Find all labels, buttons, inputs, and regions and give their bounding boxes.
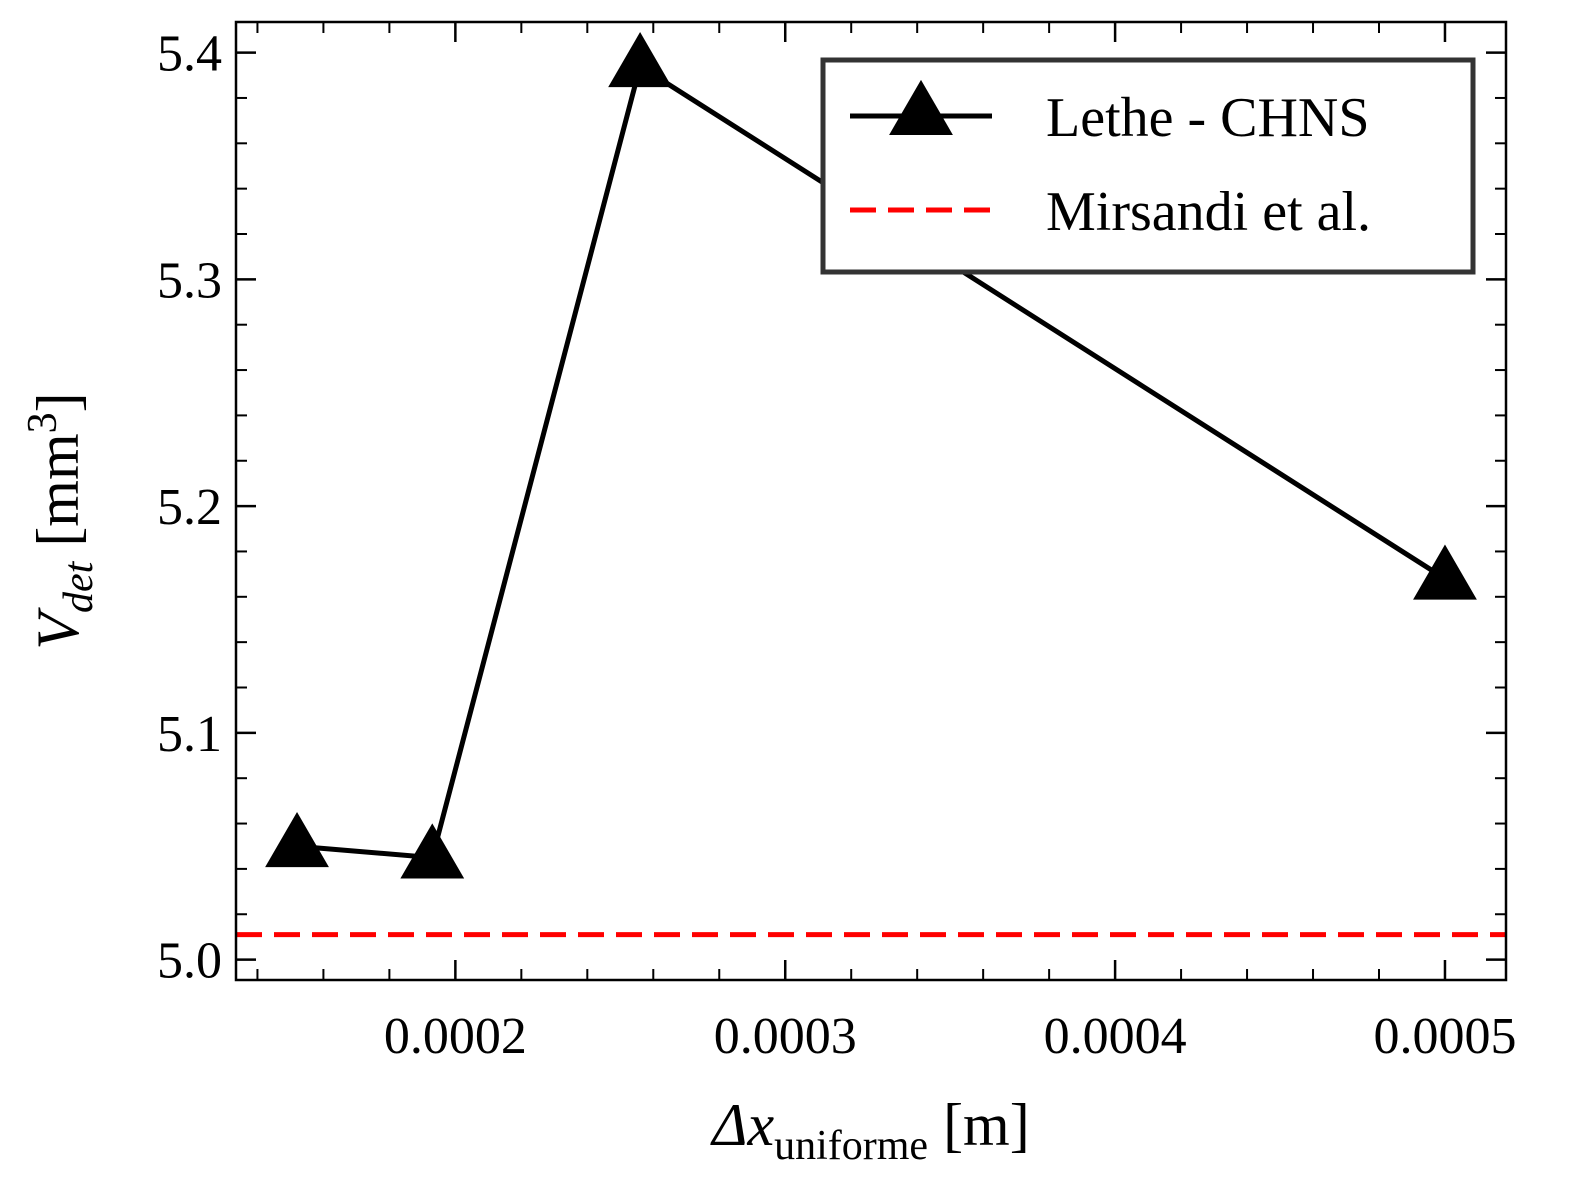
y-axis-label-main: V (25, 607, 91, 650)
legend-marker-lethe-chns (889, 79, 953, 135)
series-layer (236, 32, 1506, 938)
x-axis-label: Δxuniforme [m] (710, 1092, 1029, 1169)
y-tick-label: 5.1 (157, 706, 222, 763)
series-line-lethe-chns (296, 62, 1447, 861)
y-axis-label-close: ] (25, 392, 91, 412)
y-axis-label-sub: det (56, 560, 102, 613)
y-axis-label-sup: 3 (20, 412, 66, 433)
legend: Lethe - CHNS Mirsandi et al. (820, 57, 1476, 275)
legend-box (820, 57, 1476, 275)
y-tick-labels: 5.0 5.1 5.2 5.3 5.4 (157, 26, 222, 990)
y-tick-label: 5.3 (157, 252, 222, 309)
y-tick-label: 5.4 (157, 26, 222, 83)
data-point-marker (1413, 544, 1477, 600)
y-axis-label: Vdet [mm3] (20, 392, 102, 649)
data-point-marker (400, 823, 465, 879)
x-axis-label-unit: [m] (928, 1092, 1030, 1158)
x-tick-label: 0.0004 (1044, 1008, 1187, 1065)
y-axis-label-unit: [mm (25, 433, 91, 561)
major-ticks (236, 22, 1506, 980)
plot-frame (234, 20, 1508, 982)
y-tick-label: 5.0 (157, 933, 222, 990)
legend-label-mirsandi: Mirsandi et al. (1046, 181, 1371, 243)
x-axis-label-sub: uniforme (774, 1123, 928, 1169)
y-tick-label: 5.2 (157, 479, 222, 536)
x-tick-label: 0.0003 (714, 1008, 857, 1065)
x-tick-label: 0.0005 (1373, 1008, 1516, 1065)
data-point-marker (608, 32, 672, 88)
data-point-marker (265, 812, 329, 868)
minor-ticks (236, 22, 1506, 980)
legend-label-lethe-chns: Lethe - CHNS (1046, 87, 1370, 149)
x-axis-label-main: Δx (710, 1092, 774, 1158)
x-tick-label: 0.0002 (384, 1008, 527, 1065)
x-tick-labels: 0.0002 0.0003 0.0004 0.0005 (384, 1008, 1517, 1065)
